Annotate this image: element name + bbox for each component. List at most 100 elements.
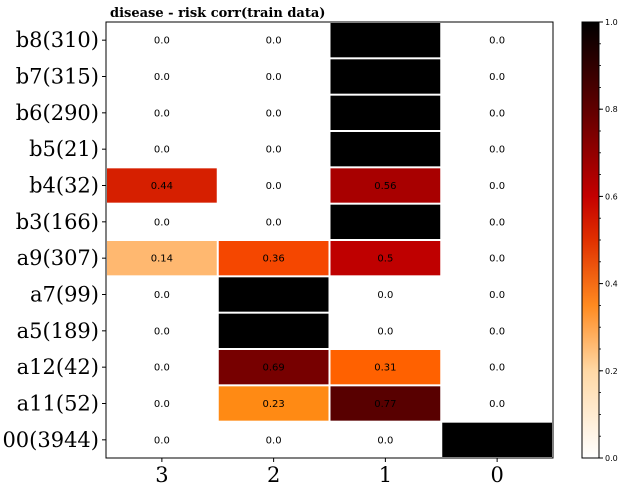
- colorbar-tick-label: 0.6: [605, 192, 618, 201]
- heatmap-cell: [218, 59, 329, 94]
- cell-value-label: 0.0: [266, 181, 282, 192]
- cell-value-label: 0.0: [154, 108, 170, 119]
- heatmap-cell: [218, 277, 329, 312]
- cell-value-label: 0.0: [489, 217, 505, 228]
- cell-value-label: 0.5: [377, 254, 393, 265]
- cell-value-label: 0.0: [266, 217, 282, 228]
- heatmap-cell: [330, 95, 441, 130]
- heatmap-cell: [107, 23, 217, 58]
- heatmap-cell: [330, 277, 441, 312]
- cell-value-label: 0.0: [489, 72, 505, 83]
- cell-value-label: 0.0: [154, 399, 170, 410]
- heatmap-cell: [442, 168, 552, 203]
- cell-value-label: 0.0: [489, 181, 505, 192]
- heatmap-cell: [330, 132, 441, 167]
- cell-value-label: 0.0: [266, 435, 282, 446]
- heatmap-cell: [218, 95, 329, 130]
- heatmap-plot-area: 0.0 0.0 0.0 0.0 0.0 0.0 0.0 0.0 0.0 0.0 0.0 0.0 0.44…: [2, 21, 554, 487]
- heatmap-cell: [107, 241, 217, 276]
- cell-value-label: 0.0: [154, 72, 170, 83]
- colorbar-gradient: [581, 21, 600, 459]
- cell-value-label: 0.0: [154, 290, 170, 301]
- cell-value-label: 0.0: [377, 290, 393, 301]
- colorbar-tick-label: 1.0: [605, 18, 618, 27]
- heatmap-cell: [442, 204, 552, 239]
- heatmap-cell: [442, 241, 552, 276]
- heatmap-cell: [442, 313, 552, 348]
- heatmap-cell: [107, 277, 217, 312]
- heatmap-cell: [442, 277, 552, 312]
- heatmap-cell: [218, 350, 329, 385]
- y-tick-label: a7(99): [30, 283, 99, 307]
- heatmap-cell: [107, 59, 217, 94]
- colorbar-tick-label: 0.2: [605, 367, 618, 376]
- x-tick-label: 3: [155, 463, 168, 487]
- chart-title: disease - risk corr(train data): [110, 6, 325, 21]
- y-tick-label: b4(32): [29, 174, 99, 198]
- x-tick-label: 2: [267, 463, 280, 487]
- cell-value-label: 0.56: [374, 181, 396, 192]
- cell-value-label: 0.0: [489, 363, 505, 374]
- x-tick-label: 1: [379, 463, 392, 487]
- heatmap-cell: [330, 241, 441, 276]
- heatmap-cell: [107, 350, 217, 385]
- heatmap-cell: [218, 204, 329, 239]
- cell-value-label: 0.0: [154, 435, 170, 446]
- cell-value-label: 0.31: [374, 363, 396, 374]
- heatmap-cell: [330, 386, 441, 421]
- cell-value-label: 0.0: [489, 290, 505, 301]
- heatmap-cell: [218, 23, 329, 58]
- cell-value-label: 0.36: [262, 254, 284, 265]
- heatmap-cell: [107, 313, 217, 348]
- heatmap-cell: [442, 23, 552, 58]
- colorbar-tick-label: 0.4: [605, 280, 618, 289]
- cell-value-label: 0.0: [266, 145, 282, 156]
- cell-value-label: 0.14: [151, 254, 173, 265]
- cell-value-label: 0.0: [154, 145, 170, 156]
- y-tick-label: 00(3944): [2, 428, 99, 452]
- colorbar-tick-label: 0.8: [605, 105, 618, 114]
- heatmap-cell: [442, 350, 552, 385]
- cell-value-label: 0.0: [266, 36, 282, 47]
- colorbar-tick-label: 0.0: [605, 454, 618, 463]
- heatmap-cell: [107, 386, 217, 421]
- cell-value-label: 0.0: [489, 36, 505, 47]
- cell-value-label: 0.0: [154, 36, 170, 47]
- heatmap-cell: [442, 132, 552, 167]
- plot-frame: [105, 21, 554, 459]
- cell-value-label: 0.0: [154, 217, 170, 228]
- cell-value-label: 0.0: [489, 326, 505, 337]
- heatmap-cell: [107, 422, 217, 457]
- cell-value-label: 0.0: [154, 363, 170, 374]
- heatmap-cell: [218, 313, 329, 348]
- heatmap-cell: [442, 422, 552, 457]
- heatmap-cell: [442, 386, 552, 421]
- heatmap-cell: [442, 59, 552, 94]
- heatmap-cell: [218, 168, 329, 203]
- heatmap-cell: [218, 386, 329, 421]
- heatmap-cell: [107, 168, 217, 203]
- heatmap-cell: [218, 422, 329, 457]
- heatmap-cell: [330, 350, 441, 385]
- heatmap-cell: [330, 59, 441, 94]
- y-tick-label: b8(310): [16, 28, 99, 52]
- cell-value-label: 0.0: [489, 145, 505, 156]
- cell-value-label: 0.0: [489, 108, 505, 119]
- heatmap-cell: [330, 422, 441, 457]
- colorbar: 0.0 0.2 0.4 0.6 0.8 1.0: [581, 18, 618, 463]
- heatmap-cell: [218, 132, 329, 167]
- cell-value-label: 0.0: [489, 399, 505, 410]
- cell-value-label: 0.0: [266, 72, 282, 83]
- y-tick-label: a11(52): [17, 392, 99, 416]
- y-tick-label: b7(315): [16, 65, 99, 89]
- heatmap-cell: [330, 23, 441, 58]
- y-tick-label: a9(307): [17, 246, 99, 270]
- heatmap-cell: [107, 132, 217, 167]
- heatmap-cell: [107, 204, 217, 239]
- x-tick-label: 0: [490, 463, 503, 487]
- cell-value-label: 0.0: [154, 326, 170, 337]
- cell-value-label: 0.69: [262, 363, 284, 374]
- y-tick-label: b5(21): [29, 137, 99, 161]
- cell-value-label: 0.0: [489, 254, 505, 265]
